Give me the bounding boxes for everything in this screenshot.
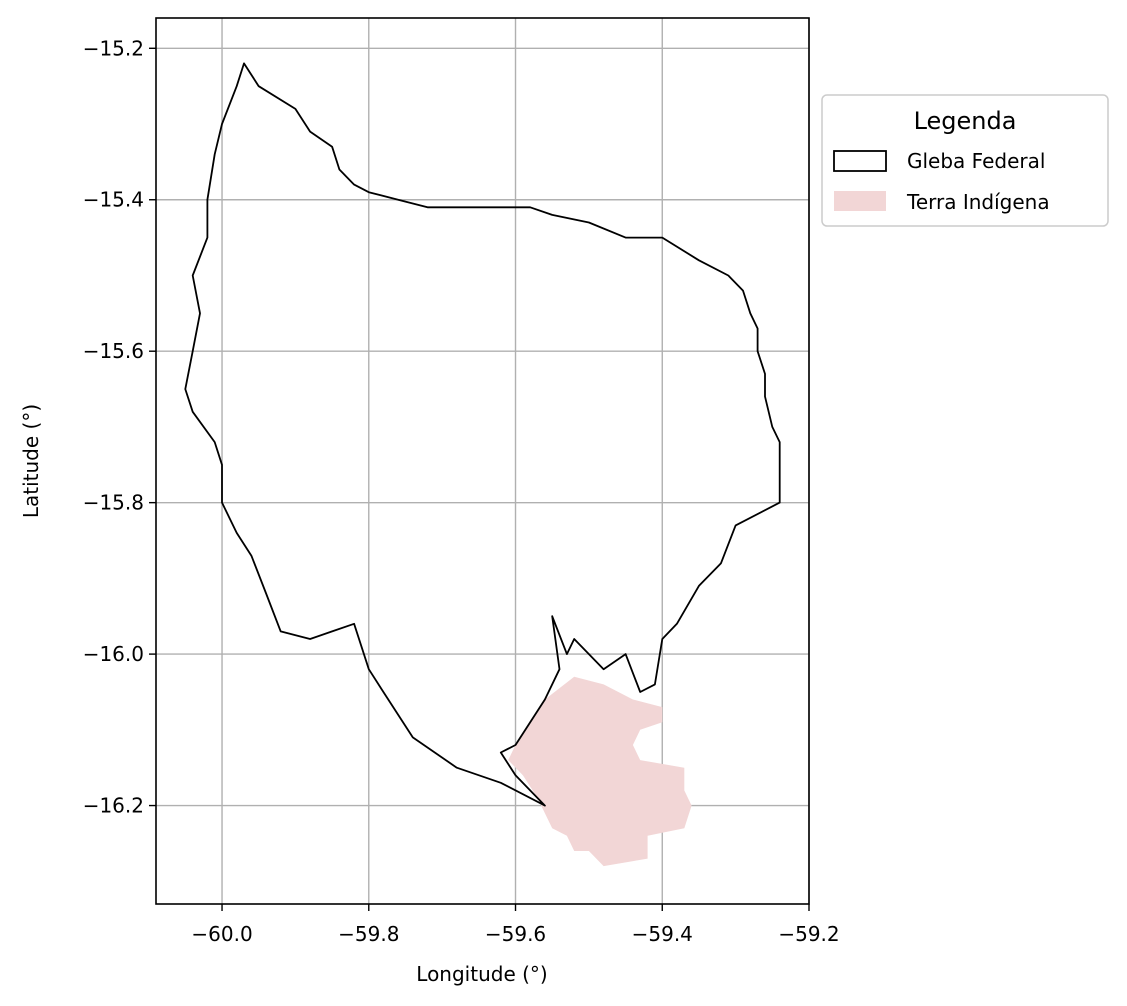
map-areas xyxy=(184,62,781,867)
legend: Legenda Gleba Federal Terra Indígena xyxy=(821,94,1109,227)
grid-lines xyxy=(156,18,810,904)
y-tick-label: −15.2 xyxy=(83,36,144,60)
x-tick-label: −59.8 xyxy=(338,922,399,946)
legend-swatch-gleba-federal xyxy=(833,150,887,172)
x-axis-title: Longitude (°) xyxy=(416,962,547,986)
y-tick-label: −15.8 xyxy=(83,491,144,515)
x-axis-ticks: −60.0 −59.8 −59.6 −59.4 −59.2 xyxy=(191,904,840,946)
legend-label-terra-indigena: Terra Indígena xyxy=(906,190,1050,214)
x-tick-label: −59.6 xyxy=(485,922,546,946)
x-tick-label: −59.4 xyxy=(632,922,693,946)
y-tick-label: −16.0 xyxy=(83,642,144,666)
terra-indigena-area xyxy=(508,676,692,867)
y-tick-label: −15.4 xyxy=(83,188,144,212)
x-tick-label: −59.2 xyxy=(778,922,839,946)
y-axis-title: Latitude (°) xyxy=(19,404,43,518)
plot-frame xyxy=(155,17,810,905)
legend-swatch-terra-indigena xyxy=(834,191,886,211)
legend-title: Legenda xyxy=(914,107,1017,135)
legend-label-gleba-federal: Gleba Federal xyxy=(907,149,1045,173)
y-tick-label: −16.2 xyxy=(83,794,144,818)
y-tick-label: −15.6 xyxy=(83,339,144,363)
gleba-federal-outline xyxy=(184,62,781,807)
x-tick-label: −60.0 xyxy=(191,922,252,946)
y-axis-ticks: −15.2 −15.4 −15.6 −15.8 −16.0 −16.2 xyxy=(83,36,156,818)
legend-frame xyxy=(821,94,1109,227)
